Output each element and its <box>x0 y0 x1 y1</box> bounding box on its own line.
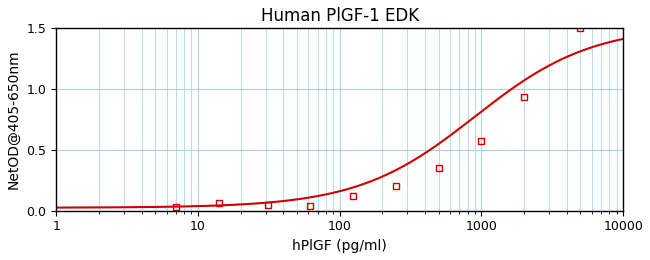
Title: Human PlGF-1 EDK: Human PlGF-1 EDK <box>261 7 419 25</box>
X-axis label: hPlGF (pg/ml): hPlGF (pg/ml) <box>292 239 387 253</box>
Y-axis label: NetOD@405-650nm: NetOD@405-650nm <box>7 49 21 189</box>
